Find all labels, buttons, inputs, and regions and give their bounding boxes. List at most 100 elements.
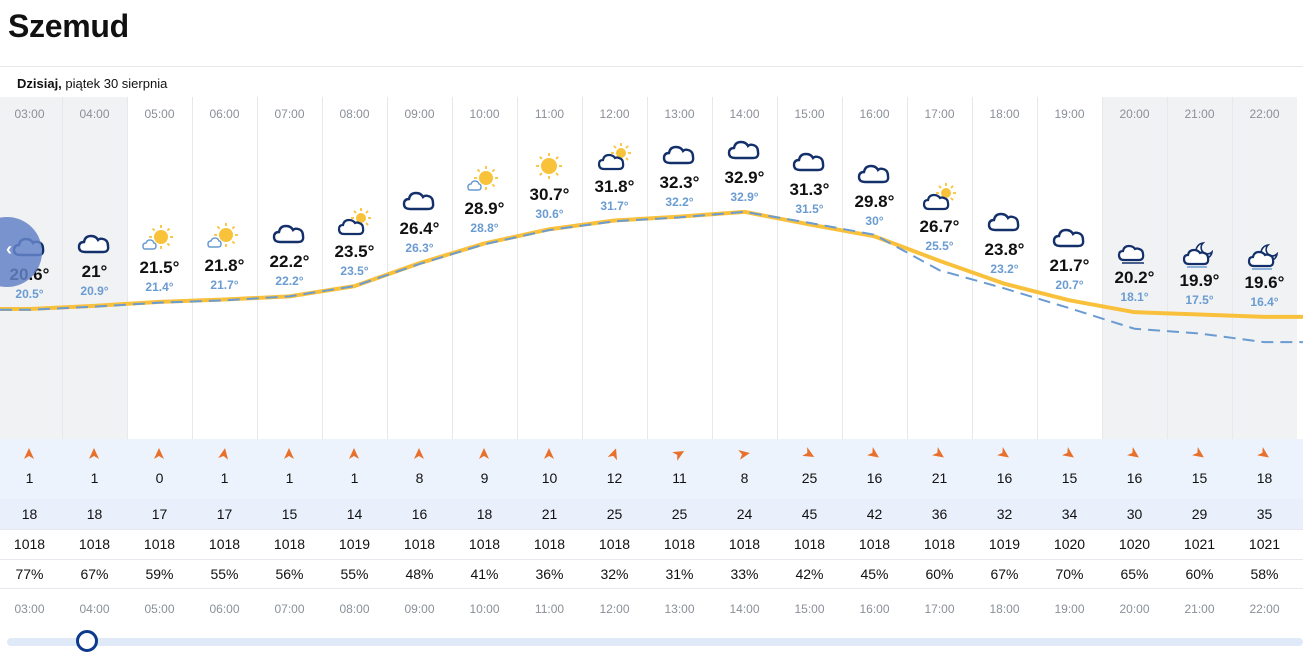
humidity-value: 33% xyxy=(730,566,759,582)
temperature-value: 19.6° xyxy=(1244,272,1285,292)
temperature-value: 30.7° xyxy=(529,185,570,205)
footer-hour-label: 08:00 xyxy=(339,602,370,616)
cloud-moon-icon xyxy=(1181,237,1217,268)
wind-speed-value: 8 xyxy=(740,470,749,486)
feels-like-value: 28.8° xyxy=(470,221,499,236)
wind-speed-value: 1 xyxy=(25,470,34,486)
wind-speed-value: 8 xyxy=(415,470,424,486)
feels-like-value: 30.6° xyxy=(535,207,564,222)
day-date: piątek 30 sierpnia xyxy=(65,76,168,91)
temperature-value: 32.9° xyxy=(724,167,765,187)
hour-label: 07:00 xyxy=(274,107,305,121)
sun-cloud-icon xyxy=(206,222,242,252)
wind-direction-icon xyxy=(542,447,556,461)
pressure-value: 1018 xyxy=(208,536,241,552)
wind-speed-value: 18 xyxy=(1256,470,1273,486)
timeline-slider-track[interactable] xyxy=(7,638,1303,646)
footer-hour-label: 06:00 xyxy=(209,602,240,616)
temperature-value: 22.2° xyxy=(269,252,310,272)
wind-gust-value: 29 xyxy=(1191,506,1208,522)
humidity-value: 41% xyxy=(470,566,499,582)
cloud-icon xyxy=(271,218,307,248)
feels-like-value: 18.1° xyxy=(1120,290,1149,305)
feels-like-value: 32.9° xyxy=(730,189,759,204)
pressure-value: 1018 xyxy=(533,536,566,552)
footer-hour-label: 17:00 xyxy=(924,602,955,616)
cloud-icon xyxy=(76,228,112,258)
hour-label: 03:00 xyxy=(14,107,45,121)
wind-direction-icon xyxy=(607,447,621,461)
hour-label: 21:00 xyxy=(1184,107,1215,121)
feels-like-value: 21.4° xyxy=(145,279,174,294)
wind-direction-icon xyxy=(477,447,491,461)
wind-speed-value: 12 xyxy=(606,470,623,486)
humidity-value: 60% xyxy=(925,566,954,582)
wind-speed-value: 16 xyxy=(996,470,1013,486)
wind-direction-icon xyxy=(347,447,361,461)
pressure-value: 1018 xyxy=(793,536,826,552)
temperature-value: 21.5° xyxy=(139,257,180,277)
chevron-left-icon: ‹ xyxy=(6,239,12,259)
sun-icon xyxy=(531,151,567,181)
temperature-value: 21.7° xyxy=(1049,256,1090,276)
wind-direction-icon xyxy=(997,447,1011,461)
cloud-icon xyxy=(1051,222,1087,252)
wind-direction-icon xyxy=(217,447,231,461)
wind-direction-icon xyxy=(412,447,426,461)
pressure-value: 1021 xyxy=(1183,536,1216,552)
wind-gust-value: 30 xyxy=(1126,506,1143,522)
feels-like-value: 21.7° xyxy=(210,277,239,292)
pressure-value: 1018 xyxy=(663,536,696,552)
wind-direction-icon xyxy=(1192,447,1206,461)
hour-label: 10:00 xyxy=(469,107,500,121)
wind-gust-value: 25 xyxy=(671,506,688,522)
footer-hour-label: 16:00 xyxy=(859,602,890,616)
pressure-value: 1018 xyxy=(468,536,501,552)
timeline-slider-handle[interactable] xyxy=(76,630,98,652)
hour-label: 04:00 xyxy=(79,107,110,121)
feels-like-value: 20.9° xyxy=(80,283,109,298)
humidity-value: 55% xyxy=(210,566,239,582)
footer-hour-label: 05:00 xyxy=(144,602,175,616)
hour-label: 22:00 xyxy=(1249,107,1280,121)
wind-gust-value: 16 xyxy=(411,506,428,522)
pressure-value: 1020 xyxy=(1053,536,1086,552)
temperature-value: 28.9° xyxy=(464,199,505,219)
feels-like-value: 20.7° xyxy=(1055,278,1084,293)
temperature-value: 21.8° xyxy=(204,255,245,275)
wind-gust-value: 17 xyxy=(151,506,168,522)
feels-like-value: 31.5° xyxy=(795,202,824,217)
wind-gust-value: 18 xyxy=(86,506,103,522)
wind-speed-value: 1 xyxy=(285,470,294,486)
temperature-value: 19.9° xyxy=(1179,270,1220,290)
pressure-value: 1018 xyxy=(143,536,176,552)
cloud-icon xyxy=(661,139,697,169)
footer-hour-label: 09:00 xyxy=(404,602,435,616)
feels-like-value: 23.5° xyxy=(340,264,369,279)
cloud-icon xyxy=(726,134,762,164)
wind-gust-value: 15 xyxy=(281,506,298,522)
wind-direction-icon xyxy=(282,447,296,461)
wind-gust-value: 21 xyxy=(541,506,558,522)
wind-direction-icon xyxy=(932,447,946,461)
wind-direction-icon xyxy=(1062,447,1076,461)
temperature-value: 26.4° xyxy=(399,219,440,239)
hour-label: 05:00 xyxy=(144,107,175,121)
pressure-value: 1019 xyxy=(338,536,371,552)
cloud-sun-icon xyxy=(336,208,372,238)
hour-label: 19:00 xyxy=(1054,107,1085,121)
footer-hour-label: 07:00 xyxy=(274,602,305,616)
wind-speed-value: 1 xyxy=(220,470,229,486)
footer-hour-label: 19:00 xyxy=(1054,602,1085,616)
pressure-value: 1018 xyxy=(13,536,46,552)
feels-like-value: 23.2° xyxy=(990,261,1019,276)
wind-direction-icon xyxy=(1127,447,1141,461)
humidity-row xyxy=(0,559,1303,589)
day-heading: Dzisiaj, piątek 30 sierpnia xyxy=(17,76,167,91)
cloud-night-icon xyxy=(1116,234,1152,264)
pressure-value: 1018 xyxy=(273,536,306,552)
humidity-value: 55% xyxy=(340,566,369,582)
sun-cloud-icon xyxy=(466,165,502,195)
pressure-value: 1018 xyxy=(858,536,891,552)
wind-speed-value: 16 xyxy=(1126,470,1143,486)
